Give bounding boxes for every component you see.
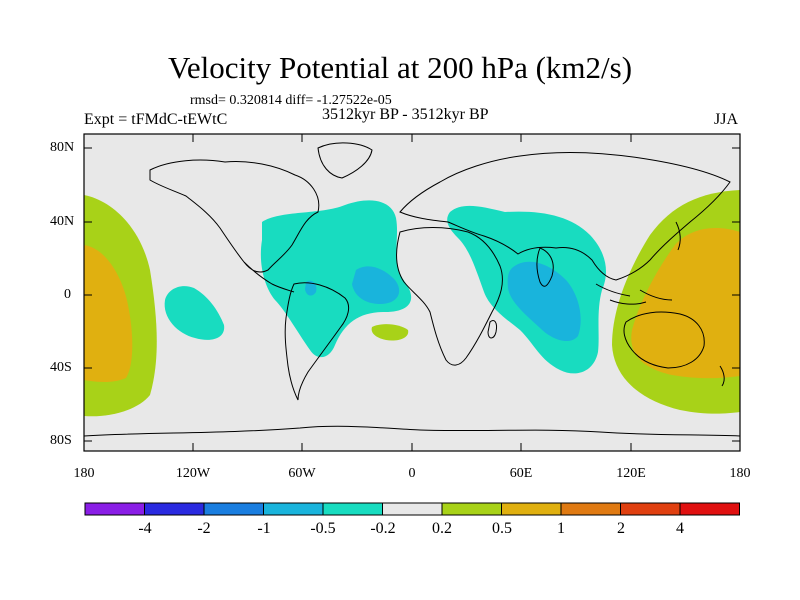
coast-madagascar: [487, 319, 497, 339]
colorbar-swatch: [263, 502, 324, 516]
coastlines: [84, 142, 740, 437]
colorbar-label: 1: [557, 520, 565, 537]
negative-region-indian-core: [507, 261, 581, 342]
axis-ticks: [84, 134, 740, 451]
colorbar-label: 0.2: [432, 520, 452, 537]
stats-label: rmsd= 0.320814 diff= -1.27522e-05: [190, 93, 392, 108]
coast-north-america: [149, 159, 320, 273]
lon-label-180e: 180: [729, 466, 751, 481]
colorbar-swatch: [84, 502, 145, 516]
lon-label-0: 0: [408, 466, 416, 481]
colorbar-label: -1: [257, 520, 271, 537]
positive-region-east-core: [631, 228, 740, 379]
lon-label-120w: 120W: [175, 466, 211, 481]
period-label: 3512kyr BP - 3512kyr BP: [322, 106, 489, 123]
colorbar: [84, 502, 740, 516]
coast-antarctica: [84, 425, 740, 437]
colorbar-swatch: [501, 502, 562, 516]
colorbar-swatch: [620, 502, 681, 516]
lon-label-60w: 60W: [288, 466, 316, 481]
coast-australia: [623, 311, 705, 369]
colorbar-label: 4: [676, 520, 684, 537]
positive-blob-south-atlantic: [371, 324, 409, 341]
colorbar-swatch: [679, 502, 740, 516]
negative-blob-east-pacific: [164, 286, 225, 340]
contour-fields: [84, 190, 740, 417]
coast-new-zealand: [719, 365, 725, 387]
positive-region-west-pacific-core: [84, 245, 133, 382]
colorbar-swatch: [203, 502, 264, 516]
colorbar-label: -2: [197, 520, 211, 537]
coast-africa: [396, 227, 503, 366]
coast-japan: [675, 221, 681, 251]
negative-region-atlantic: [260, 200, 412, 358]
map-title: Velocity Potential at 200 hPa (km2/s): [167, 50, 633, 85]
coast-india: [536, 247, 554, 287]
coast-south-america: [284, 282, 350, 401]
colorbar-swatch: [560, 502, 621, 516]
coast-greenland: [317, 142, 373, 179]
lon-label-120e: 120E: [616, 466, 646, 481]
coast-maritime-continent: [595, 283, 673, 305]
season-label: JJA: [714, 111, 739, 128]
negative-region-atlantic-core: [352, 266, 400, 304]
coast-central-america: [243, 261, 295, 293]
lat-label-80n: 80N: [50, 140, 75, 155]
negative-blob-amazon: [305, 280, 317, 296]
colorbar-label: 2: [617, 520, 625, 537]
colorbar-swatch: [382, 502, 443, 516]
colorbar-swatch: [441, 502, 502, 516]
coast-eurasia: [399, 151, 731, 281]
colorbar-swatch: [322, 502, 383, 516]
colorbar-label: -0.2: [370, 520, 396, 537]
experiment-label: Expt = tFMdC-tEWtC: [84, 111, 228, 128]
lat-label-80s: 80S: [50, 433, 72, 448]
colorbar-label: 0.5: [492, 520, 512, 537]
colorbar-label: -4: [138, 520, 152, 537]
colorbar-label: -0.5: [310, 520, 336, 537]
colorbar-swatch: [144, 502, 205, 516]
lat-label-40s: 40S: [50, 360, 72, 375]
lat-label-40n: 40N: [50, 214, 75, 229]
lat-label-0: 0: [64, 287, 71, 302]
lon-label-180w: 180: [73, 466, 95, 481]
lon-label-60e: 60E: [509, 466, 533, 481]
